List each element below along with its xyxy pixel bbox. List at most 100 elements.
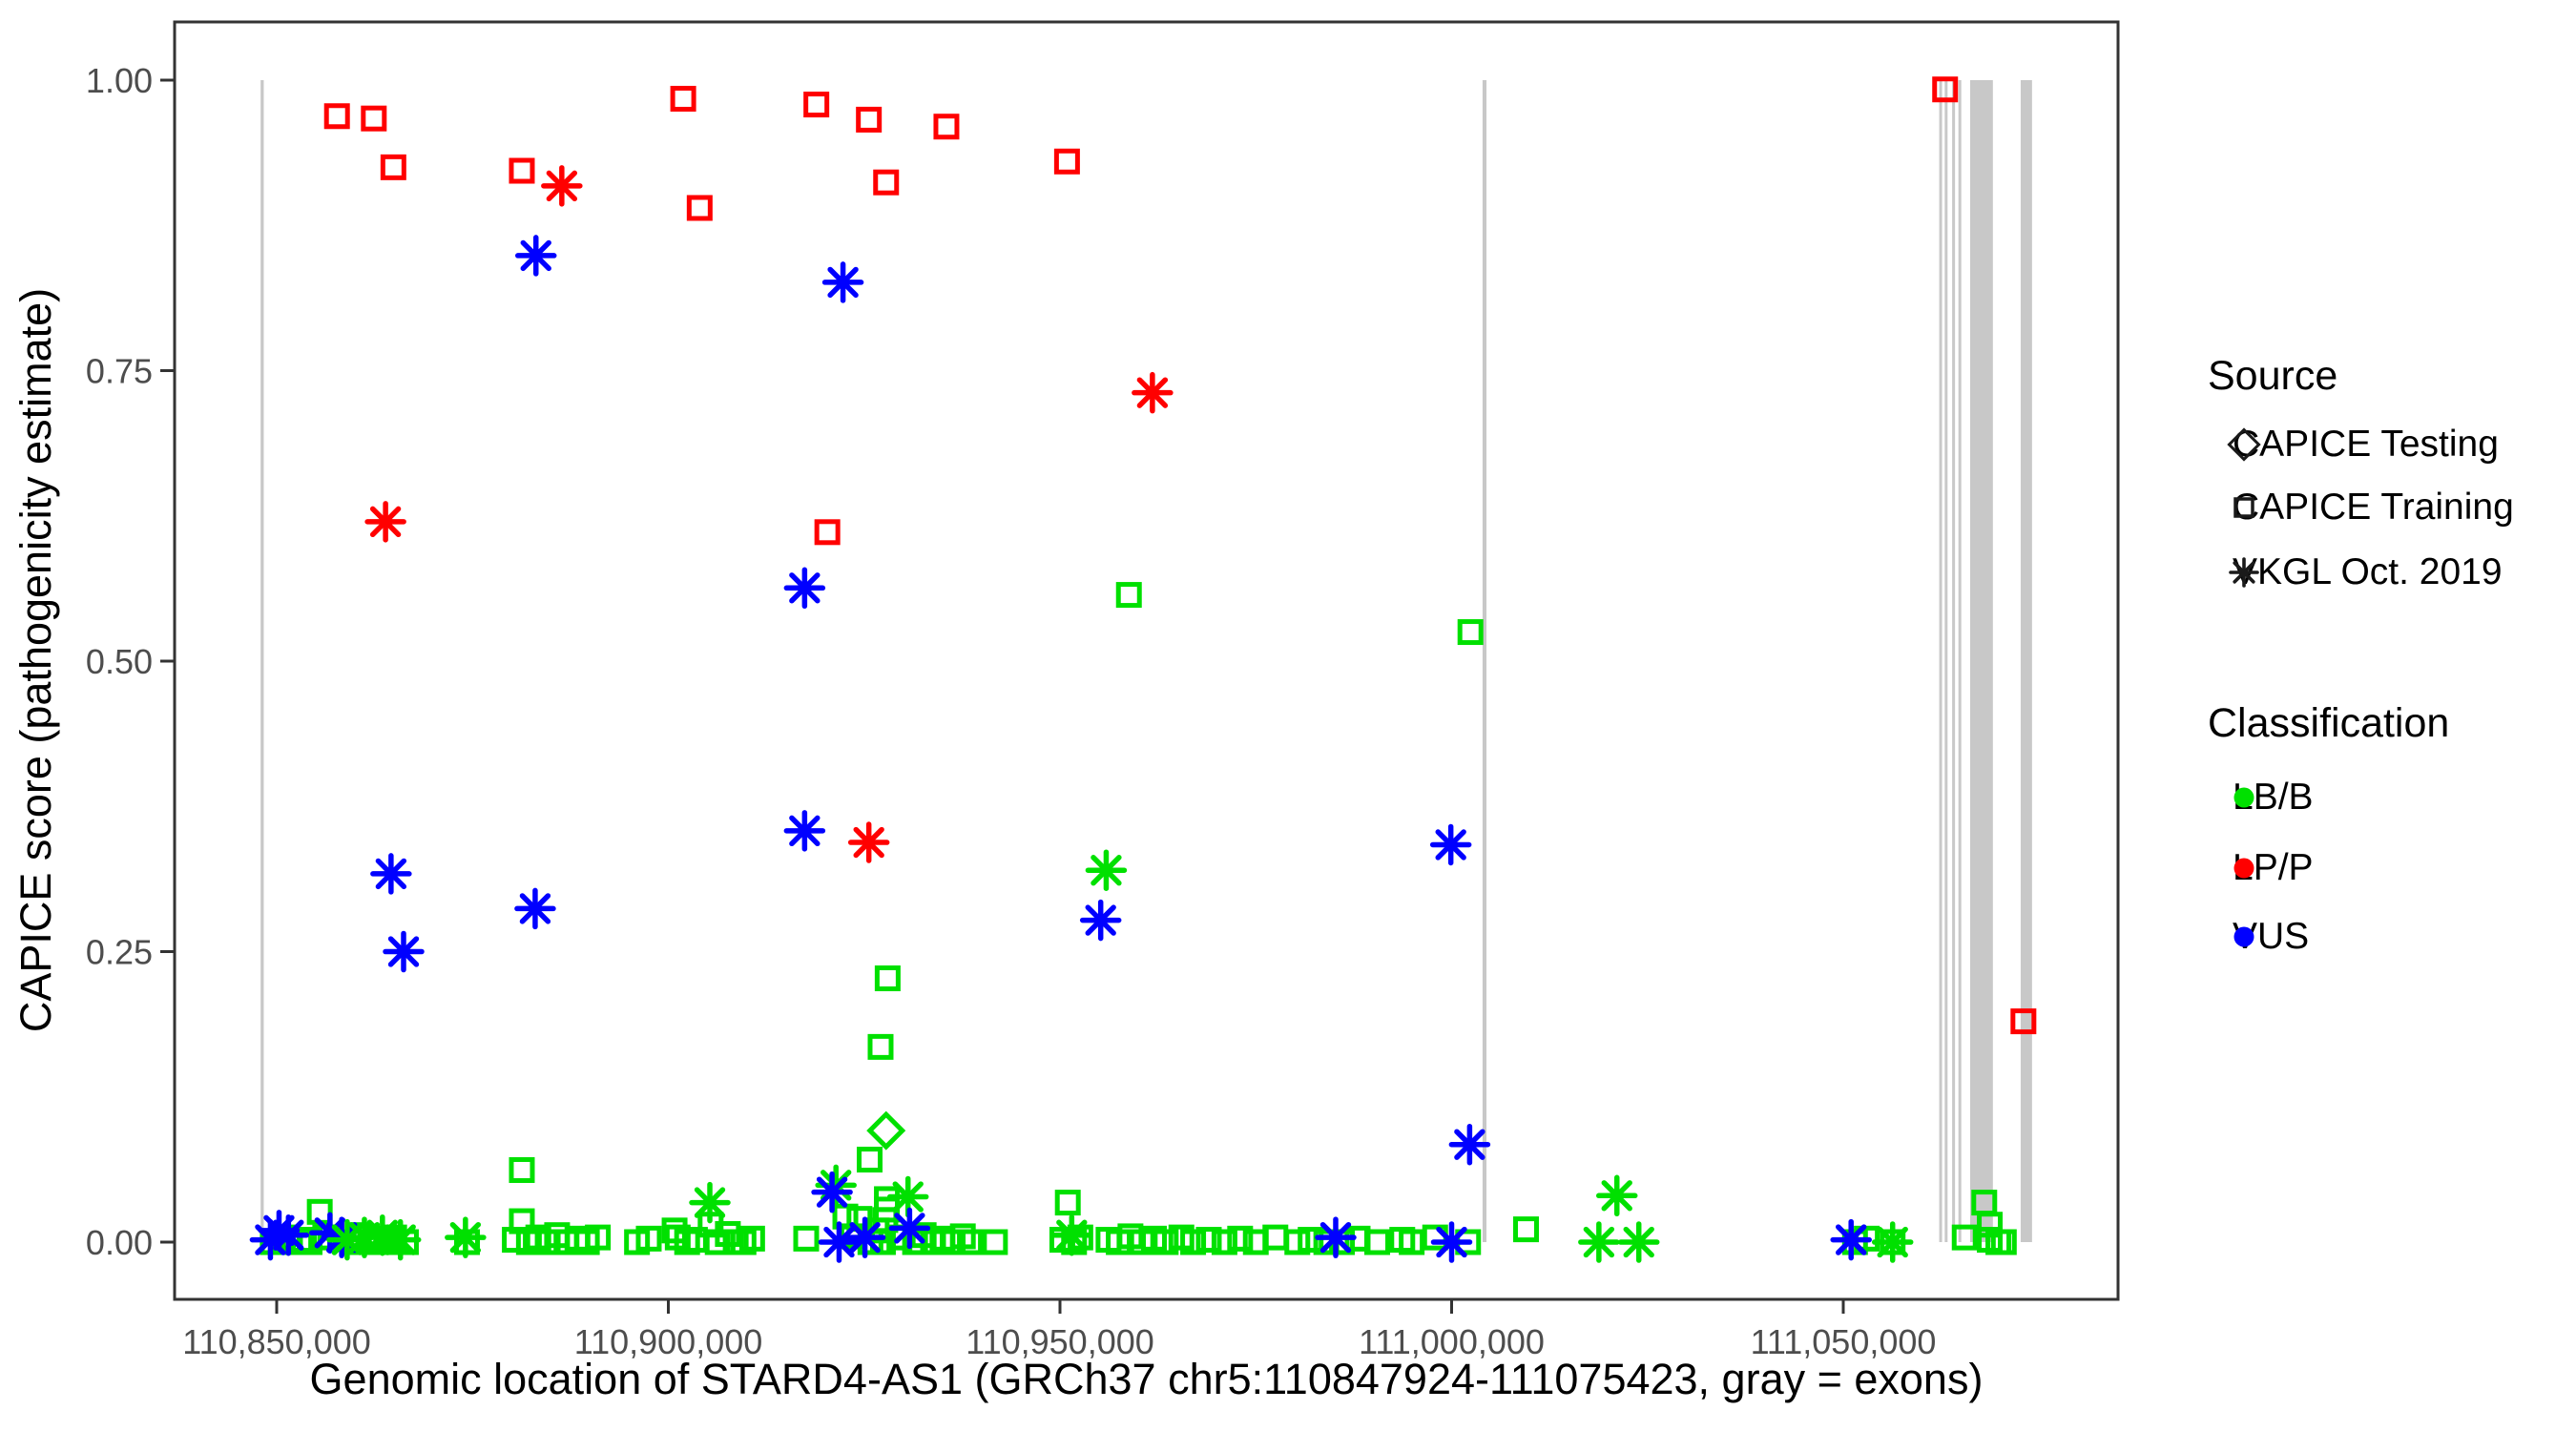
point-asterisk-vus [843,1216,886,1258]
point-square-lpp [323,103,350,130]
point-square-lpp [670,85,696,112]
square-icon [2233,497,2254,518]
exon-bar [1952,80,1956,1242]
point-asterisk-vus [783,810,826,852]
x-axis-tick-label: 111,000,000 [1359,1322,1545,1361]
point-asterisk-vus [1448,1123,1491,1166]
point-square-lbb [635,1225,662,1252]
point-square-lbb [1364,1229,1391,1255]
point-square-lpp [380,154,406,180]
point-asterisk-vus [821,261,864,303]
point-square-lbb [949,1223,976,1250]
point-square-lbb [1990,1229,2017,1255]
point-asterisk-lpp [364,501,406,543]
asterisk-stroke [694,1187,726,1218]
exon-bar [1939,80,1942,1242]
legend-item-vus: VUS [2219,912,2309,962]
point-asterisk-lpp [1132,371,1174,414]
point-asterisk-vus [783,567,826,610]
asterisk-stroke [1623,1226,1654,1258]
point-square-lpp [1053,148,1080,175]
point-square-lbb [793,1225,820,1252]
point-square-lbb [509,1156,535,1183]
asterisk-stroke [827,266,859,299]
point-square-lbb [1951,1224,1978,1251]
asterisk-stroke [384,1224,416,1255]
legend-item-label: VKGL Oct. 2019 [2233,551,2503,592]
point-asterisk-lbb [1617,1221,1660,1263]
x-axis-title: Genomic location of STARD4-AS1 (GRCh37 c… [309,1355,1984,1403]
point-square-lbb [738,1225,765,1252]
point-asterisk-lbb [886,1175,929,1218]
point-square-lpp [856,106,883,133]
x-axis-tick-label: 110,850,000 [182,1322,371,1361]
point-square-lpp [686,195,713,221]
legend-item-capice-training: CAPICE Training [2219,483,2514,532]
green-dot-icon [2233,787,2254,808]
point-asterisk-lpp [541,165,583,207]
point-square-lbb [856,1147,883,1173]
blue-dot-icon [2233,926,2254,947]
point-square-lbb [1227,1225,1254,1252]
exon-bar [1944,80,1948,1242]
legend-item-capice-testing: CAPICE Testing [2219,420,2499,469]
point-square-lbb [502,1227,529,1254]
asterisk-stroke [892,1181,924,1213]
legend-source-title: Source [2208,353,2338,399]
asterisk-stroke [1056,1219,1088,1251]
asterisk-stroke [366,1219,399,1251]
point-square-lbb [585,1224,612,1251]
exon-bar [1970,80,1993,1242]
point-asterisk-vus [267,1213,310,1256]
point-square-lpp [2010,1008,2037,1035]
exon-bar [1482,80,1487,1242]
exon-bar [2020,80,2032,1242]
point-asterisk-vus [515,235,557,277]
point-square-lbb [1054,1190,1081,1216]
asterisk-stroke [789,815,821,847]
point-asterisk-vus [818,1221,861,1263]
asterisk-stroke [1454,1129,1485,1160]
point-square-lbb [1153,1229,1179,1255]
exon-bar [1958,80,1962,1242]
point-square-lpp [814,519,841,546]
legend-item-vkgl: VKGL Oct. 2019 [2219,548,2503,597]
asterisk-stroke [894,1213,925,1244]
point-asterisk-vus [383,930,425,973]
point-asterisk-lbb [1085,849,1128,891]
legend-item-lpp: LP/P [2219,843,2314,893]
point-square-lpp [1932,76,1959,103]
point-asterisk-lbb [445,1216,487,1258]
asterisk-stroke [1319,1221,1352,1254]
legend-classification-title: Classification [2208,700,2450,746]
point-asterisk-vus [514,887,556,930]
asterisk-stroke [1435,829,1466,861]
legend-item-label: CAPICE Training [2233,487,2514,528]
point-asterisk-vus [1430,1221,1473,1263]
point-square-lpp [361,105,387,132]
y-axis-tick-label: 0.75 [86,352,153,391]
asterisk-stroke [1085,904,1116,936]
asterisk-stroke [273,1219,304,1251]
point-asterisk-lbb [1871,1221,1914,1263]
asterisk-stroke [1436,1226,1467,1258]
point-square-lbb [1180,1229,1207,1255]
asterisk-icon [2229,557,2259,588]
y-axis-tick-label: 0.50 [86,642,153,681]
asterisk-stroke [823,1226,855,1258]
y-axis-tick-label: 0.25 [86,933,153,972]
point-square-lbb [872,1207,899,1234]
asterisk-stroke [546,170,578,202]
asterisk-stroke [1091,855,1122,886]
diamond-icon [2227,427,2261,462]
asterisk-stroke [816,1176,848,1208]
point-square-lbb [874,965,901,992]
point-square-lbb [1457,619,1484,646]
point-square-lbb [1399,1229,1425,1255]
point-asterisk-vus [1079,899,1122,942]
asterisk-stroke [369,506,402,538]
point-square-lbb [867,1033,894,1060]
point-asterisk-lpp [847,821,890,863]
red-dot-icon [2233,858,2254,879]
